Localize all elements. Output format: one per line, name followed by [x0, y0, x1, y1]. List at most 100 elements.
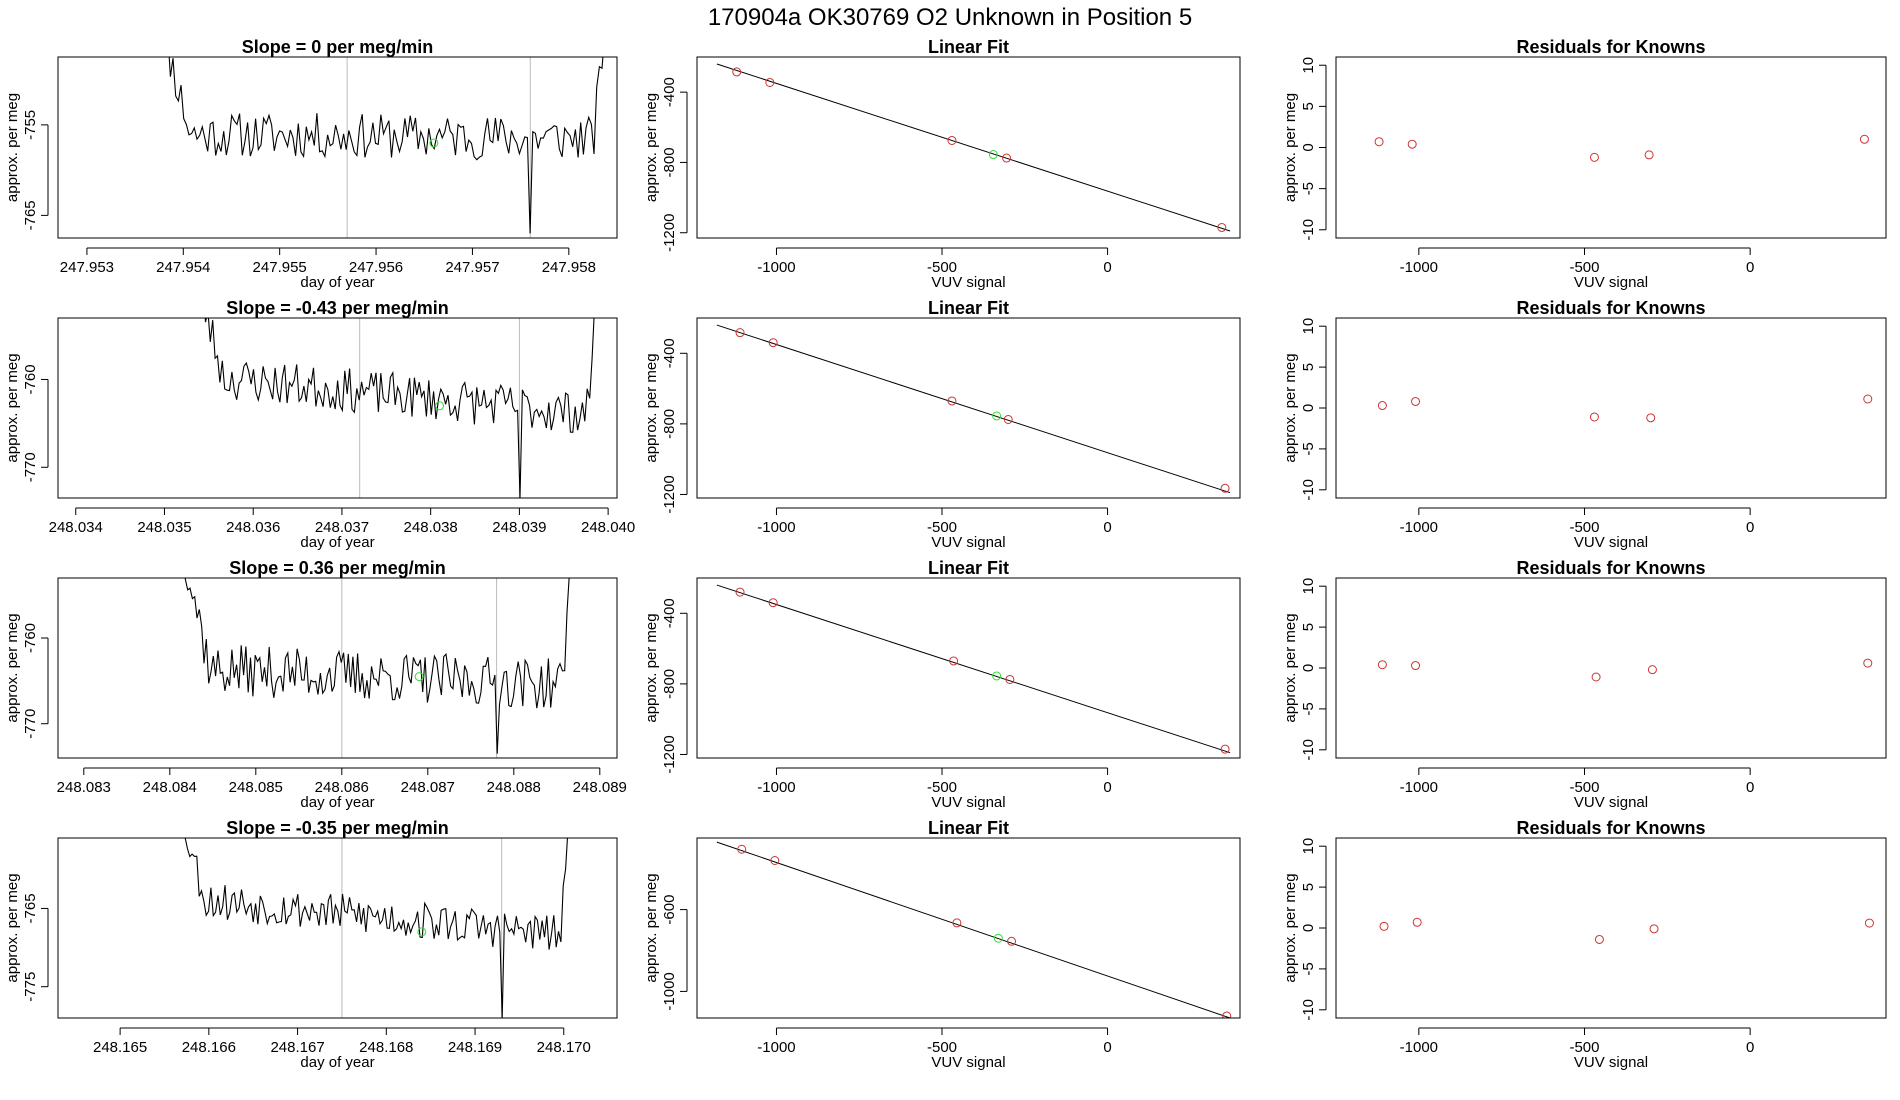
x-tick-label: -1000 — [757, 259, 795, 276]
known-point — [1589, 152, 1599, 162]
plot-frame — [57, 577, 618, 759]
x-tick-label: 248.170 — [537, 1039, 591, 1056]
unknown-point — [992, 671, 1002, 681]
chart-panel: Residuals for Knowns -1000 -500 0 VUV signal… — [1282, 37, 1887, 291]
y-tick-label: -5 — [1300, 182, 1317, 195]
y-tick-label: 0 — [1300, 924, 1317, 932]
plot-area — [716, 584, 1231, 754]
known-point — [1411, 396, 1421, 406]
x-tick-label: -1000 — [1400, 259, 1438, 276]
plot-area — [1379, 917, 1874, 944]
plot-frame — [57, 317, 618, 499]
chart-panel: Slope = -0.35 per meg/min 248.165 248.166 2… — [4, 818, 618, 1071]
plot-frame — [696, 837, 1241, 1019]
x-tick-label: -1000 — [1400, 1039, 1438, 1056]
y-tick-label: -10 — [1300, 999, 1317, 1021]
panel-title: Residuals for Knowns — [1516, 558, 1705, 578]
y-tick-label: -1000 — [661, 972, 678, 1010]
unknown-point — [992, 411, 1002, 421]
x-tick-label: 248.166 — [182, 1039, 236, 1056]
x-tick-label: -500 — [927, 1039, 957, 1056]
x-tick-label: 248.083 — [57, 779, 111, 796]
x-tick-label: 247.956 — [349, 259, 403, 276]
panel-title: Linear Fit — [928, 37, 1009, 57]
y-tick-label: -5 — [1300, 702, 1317, 715]
x-tick-label: 248.035 — [137, 519, 191, 536]
known-point — [1220, 744, 1230, 754]
x-axis-label: VUV signal — [1574, 274, 1648, 291]
known-point — [1374, 137, 1384, 147]
x-axis-label: day of year — [300, 794, 374, 811]
y-axis-label: approx. per meg — [1282, 353, 1299, 462]
chart-panel: Linear Fit -1000 -500 0 VUV signal -400 -800 -1… — [643, 558, 1241, 811]
unknown-marker — [429, 138, 439, 148]
x-tick-label: 248.085 — [229, 779, 283, 796]
known-point — [1377, 401, 1387, 411]
x-tick-label: 0 — [1103, 519, 1111, 536]
fit-line — [716, 63, 1231, 232]
known-point — [1591, 672, 1601, 682]
known-point — [1220, 483, 1230, 493]
x-axis-label: VUV signal — [1574, 534, 1648, 551]
panel-title: Slope = 0.36 per meg/min — [229, 558, 446, 578]
x-tick-label: -1000 — [1400, 779, 1438, 796]
y-tick-label: -800 — [661, 409, 678, 439]
x-axis-label: VUV signal — [1574, 794, 1648, 811]
y-tick-label: -765 — [22, 200, 39, 230]
y-tick-label: -400 — [661, 77, 678, 107]
y-tick-label: 5 — [1300, 102, 1317, 110]
unknown-marker — [414, 672, 424, 682]
x-tick-label: 248.086 — [315, 779, 369, 796]
x-tick-label: 248.089 — [573, 779, 627, 796]
chart-panel: Residuals for Knowns -1000 -500 0 VUV signal… — [1282, 818, 1887, 1071]
plot-frame — [57, 56, 618, 239]
known-point — [1377, 660, 1387, 670]
y-axis-label: approx. per meg — [643, 873, 660, 982]
y-tick-label: 10 — [1300, 57, 1317, 74]
y-axis-label: approx. per meg — [643, 613, 660, 722]
known-point — [1005, 674, 1015, 684]
y-tick-label: -800 — [661, 669, 678, 699]
unknown-point — [993, 933, 1003, 943]
plot-area — [204, 318, 595, 498]
y-axis-label: approx. per meg — [643, 93, 660, 202]
x-tick-label: 247.954 — [156, 259, 210, 276]
plot-frame — [696, 577, 1241, 759]
panel-title: Linear Fit — [928, 558, 1009, 578]
x-tick-label: -1000 — [757, 779, 795, 796]
chart-panel: Linear Fit -1000 -500 0 VUV signal -400 -800 -1… — [643, 37, 1241, 291]
y-axis-label: approx. per meg — [4, 353, 21, 462]
x-tick-label: 248.040 — [581, 519, 635, 536]
y-tick-label: -775 — [22, 972, 39, 1002]
x-tick-label: 247.958 — [542, 259, 596, 276]
known-point — [1863, 394, 1873, 404]
unknown-marker — [435, 401, 445, 411]
known-point — [1003, 414, 1013, 424]
panel-title: Slope = -0.43 per meg/min — [226, 298, 449, 318]
x-tick-label: -1000 — [757, 519, 795, 536]
chart-panel: Slope = 0 per meg/min 247.953 247.954 247.9… — [4, 37, 618, 291]
plot-frame — [1335, 577, 1887, 759]
panel-title: Residuals for Knowns — [1516, 818, 1705, 838]
x-axis-label: VUV signal — [931, 1054, 1005, 1071]
chart-panel: Residuals for Knowns -1000 -500 0 VUV signal… — [1282, 558, 1887, 811]
y-tick-label: 0 — [1300, 404, 1317, 412]
known-point — [770, 856, 780, 865]
known-point — [768, 598, 778, 608]
y-tick-label: 5 — [1300, 883, 1317, 891]
x-tick-label: -500 — [927, 519, 957, 536]
known-point — [1859, 134, 1869, 144]
data-trace — [204, 318, 595, 498]
y-axis-label: approx. per meg — [1282, 613, 1299, 722]
chart-panel: Linear Fit -1000 -500 0 VUV signal -400 -800 -1… — [643, 298, 1241, 551]
panel-title: Slope = -0.35 per meg/min — [226, 818, 449, 838]
y-tick-label: 0 — [1300, 143, 1317, 151]
known-point — [737, 844, 747, 854]
figure-title: 170904a OK30769 O2 Unknown in Position 5 — [708, 4, 1192, 31]
known-point — [1864, 918, 1874, 928]
x-axis-label: VUV signal — [931, 534, 1005, 551]
known-point — [947, 135, 957, 145]
y-tick-label: -755 — [22, 110, 39, 140]
y-axis-label: approx. per meg — [1282, 93, 1299, 202]
